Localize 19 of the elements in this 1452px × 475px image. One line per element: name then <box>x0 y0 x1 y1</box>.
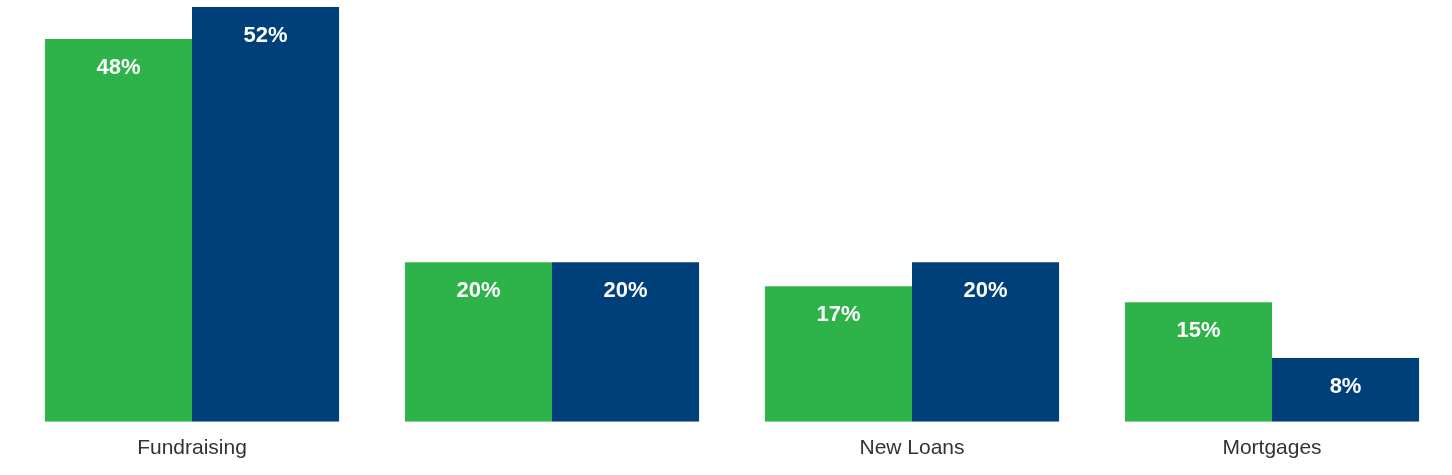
data-label: 20% <box>963 277 1008 303</box>
data-label: 20% <box>456 277 501 303</box>
data-label: 20% <box>603 277 648 303</box>
bar <box>44 38 192 422</box>
x-tick-label: New Loans <box>859 435 965 459</box>
bar <box>1124 302 1272 422</box>
bar <box>192 7 340 422</box>
x-tick-label: Fundraising <box>137 435 247 459</box>
data-label: 15% <box>1176 317 1221 343</box>
bar <box>912 262 1060 422</box>
data-label: 8% <box>1329 373 1362 399</box>
x-tick-label: Mortgages <box>1222 435 1322 459</box>
data-label: 17% <box>816 301 861 327</box>
data-label: 52% <box>243 22 288 48</box>
bar <box>1272 357 1420 422</box>
bar <box>552 262 700 422</box>
bar <box>764 286 912 422</box>
data-label: 48% <box>96 53 141 79</box>
bar <box>404 262 552 422</box>
